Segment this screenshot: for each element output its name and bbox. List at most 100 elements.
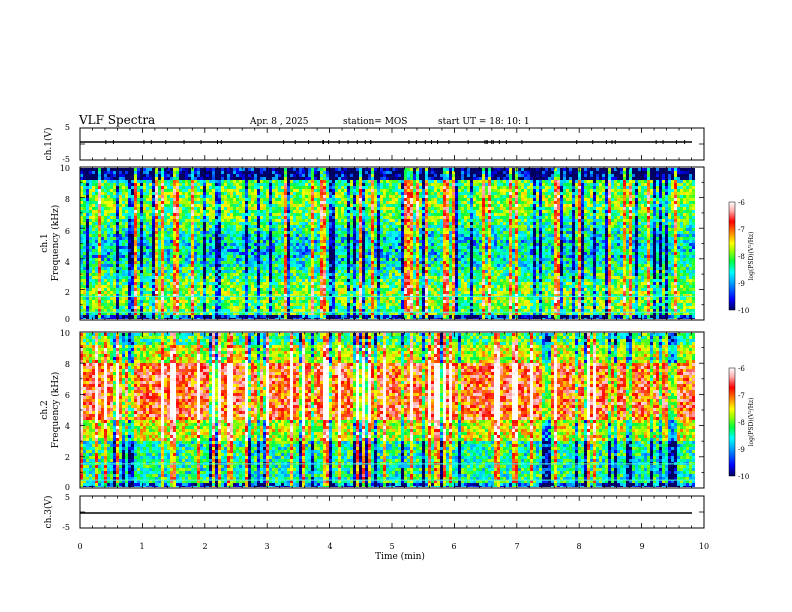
spectrogram-cell <box>221 210 224 213</box>
spectrogram-cell <box>185 306 188 309</box>
spectrogram-cell <box>80 255 83 258</box>
spectrogram-cell <box>194 210 197 213</box>
spectrogram-cell <box>155 207 158 210</box>
spectrogram-cell <box>134 231 137 234</box>
spectrogram-cell <box>275 183 278 186</box>
spectrogram-cell <box>80 282 83 285</box>
spectrogram-cell <box>347 258 350 261</box>
spectrogram-cell <box>347 255 350 258</box>
spectrogram-cell <box>353 252 356 255</box>
spectrogram-cell <box>101 294 104 297</box>
spectrogram-cell <box>272 282 275 285</box>
spectrogram-cell <box>308 291 311 294</box>
spectrogram-cell <box>101 297 104 300</box>
spectrogram-cell <box>266 264 269 267</box>
spectrogram-cell <box>320 276 323 279</box>
spectrogram-cell <box>188 168 191 171</box>
spectrogram-cell <box>242 306 245 309</box>
spectrogram-cell <box>173 267 176 270</box>
spectrogram-cell <box>140 177 143 180</box>
spectrogram-cell <box>329 198 332 201</box>
spectrogram-cell <box>266 243 269 246</box>
spectrogram-cell <box>317 270 320 273</box>
spectrogram-cell <box>221 174 224 177</box>
spectrogram-cell <box>101 312 104 315</box>
spectrogram-cell <box>350 249 353 252</box>
spectrogram-cell <box>269 273 272 276</box>
spectrogram-cell <box>140 201 143 204</box>
spectrogram-cell <box>284 309 287 312</box>
spectrogram-cell <box>356 183 359 186</box>
spectrogram-cell <box>338 249 341 252</box>
spectrogram-cell <box>260 171 263 174</box>
spectrogram-cell <box>230 240 233 243</box>
spectrogram-cell <box>275 222 278 225</box>
spectrogram-cell <box>125 255 128 258</box>
spectrogram-cell <box>329 312 332 315</box>
spectrogram-cell <box>218 168 221 171</box>
spectrogram-cell <box>164 186 167 189</box>
spectrogram-cell <box>356 279 359 282</box>
spectrogram-cell <box>341 318 344 319</box>
spectrogram-cell <box>116 186 119 189</box>
spectrogram-cell <box>194 255 197 258</box>
spectrogram-cell <box>269 282 272 285</box>
spectrogram-cell <box>362 222 365 225</box>
spectrogram-cell <box>359 318 362 319</box>
spectrogram-cell <box>173 183 176 186</box>
spectrogram-cell <box>332 315 335 318</box>
spectrogram-cell <box>206 240 209 243</box>
spectrogram-cell <box>209 216 212 219</box>
spectrogram-cell <box>131 249 134 252</box>
spectrogram-cell <box>239 171 242 174</box>
spectrogram-cell <box>134 267 137 270</box>
spectrogram-cell <box>275 177 278 180</box>
spectrogram-cell <box>92 225 95 228</box>
spectrogram-cell <box>122 189 125 192</box>
spectrogram-cell <box>236 306 239 309</box>
spectrogram-cell <box>131 219 134 222</box>
spectrogram-cell <box>155 258 158 261</box>
spectrogram-cell <box>209 228 212 231</box>
spectrogram-cell <box>125 198 128 201</box>
spectrogram-cell <box>359 195 362 198</box>
spectrogram-cell <box>293 300 296 303</box>
spectrogram-cell <box>173 261 176 264</box>
spectrogram-cell <box>119 201 122 204</box>
spectrogram-cell <box>344 288 347 291</box>
spectrogram-cell <box>107 264 110 267</box>
spectrogram-cell <box>236 177 239 180</box>
spectrogram-cell <box>149 198 152 201</box>
spectrogram-cell <box>107 225 110 228</box>
spectrogram-cell <box>332 294 335 297</box>
spectrogram-cell <box>362 303 365 306</box>
spectrogram-cell <box>275 309 278 312</box>
spectrogram-cell <box>281 294 284 297</box>
spectrogram-cell <box>122 192 125 195</box>
spectrogram-cell <box>110 276 113 279</box>
spectrogram-cell <box>272 309 275 312</box>
spectrogram-cell <box>206 276 209 279</box>
spectrogram-cell <box>317 297 320 300</box>
spectrogram-cell <box>284 288 287 291</box>
spectrogram-cell <box>134 171 137 174</box>
spectrogram-cell <box>89 252 92 255</box>
spectrogram-cell <box>305 219 308 222</box>
spectrogram-cell <box>356 210 359 213</box>
spectrogram-cell <box>104 294 107 297</box>
spectrogram-cell <box>203 183 206 186</box>
spectrogram-cell <box>269 306 272 309</box>
spectrogram-cell <box>209 285 212 288</box>
spectrogram-cell <box>116 300 119 303</box>
spectrogram-cell <box>167 207 170 210</box>
spectrogram-cell <box>149 186 152 189</box>
spectrogram-cell <box>239 255 242 258</box>
spectrogram-cell <box>305 240 308 243</box>
spectrogram-cell <box>149 174 152 177</box>
spectrogram-cell <box>344 279 347 282</box>
spectrogram-cell <box>266 282 269 285</box>
spectrogram-cell <box>125 294 128 297</box>
spectrogram-cell <box>134 204 137 207</box>
spectrogram-cell <box>173 252 176 255</box>
spectrogram-cell <box>167 234 170 237</box>
